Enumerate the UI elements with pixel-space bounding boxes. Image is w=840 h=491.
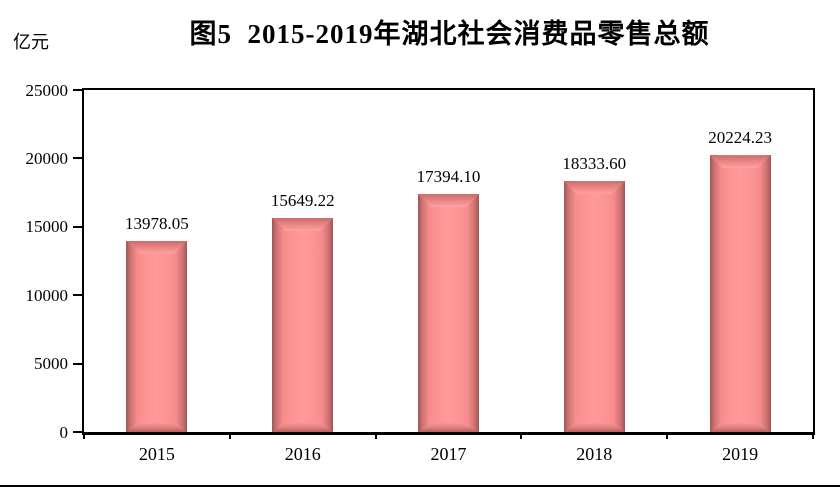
x-axis-tick-label: 2015 (138, 444, 175, 464)
x-axis-tick-label: 2017 (430, 444, 467, 464)
x-axis-tick-mark (228, 432, 231, 439)
value-label-2019: 20224.23 (708, 128, 772, 148)
chart-title: 图5 2015-2019年湖北社会消费品零售总额 (189, 19, 710, 49)
bottom-divider-line (0, 485, 840, 487)
value-label-2015: 13978.05 (125, 213, 189, 233)
bar-2016 (272, 217, 334, 432)
y-axis-tick-mark (73, 362, 82, 365)
bar-2015 (126, 240, 188, 432)
y-axis-tick-label: 10000 (25, 285, 69, 305)
y-axis-unit-label: 亿元 (13, 32, 49, 52)
y-axis-tick-label: 20000 (25, 148, 69, 168)
x-axis-tick-label: 2019 (722, 444, 759, 464)
x-axis-tick-mark (374, 432, 377, 439)
y-axis-tick-label: 0 (59, 422, 69, 442)
y-axis-tick-label: 5000 (34, 354, 68, 374)
bar-2018 (563, 181, 625, 432)
y-axis-tick-label: 15000 (25, 217, 69, 237)
plot-area: 13978.05 15649.22 17394.10 18333.60 20224.23 (82, 88, 815, 435)
x-axis-tick-mark (520, 432, 523, 439)
x-axis-tick-mark (666, 432, 669, 439)
x-axis-tick-mark (83, 432, 85, 439)
bar-2019 (709, 155, 771, 432)
y-axis-tick-mark (73, 89, 82, 91)
value-label-2016: 15649.22 (270, 190, 335, 210)
y-axis-tick-mark (73, 157, 82, 160)
x-axis-tick-mark (812, 432, 814, 439)
value-label-2017: 17394.10 (416, 167, 481, 187)
value-label-2018: 18333.60 (562, 154, 627, 174)
y-axis-tick-mark (73, 225, 82, 228)
x-axis-tick-label: 2016 (284, 444, 321, 464)
bar-2017 (418, 194, 479, 432)
y-axis-tick-label: 25000 (25, 80, 69, 100)
y-axis-tick-mark (73, 294, 82, 297)
x-axis-tick-label: 2018 (576, 444, 613, 464)
y-axis-tick-mark (73, 431, 82, 433)
